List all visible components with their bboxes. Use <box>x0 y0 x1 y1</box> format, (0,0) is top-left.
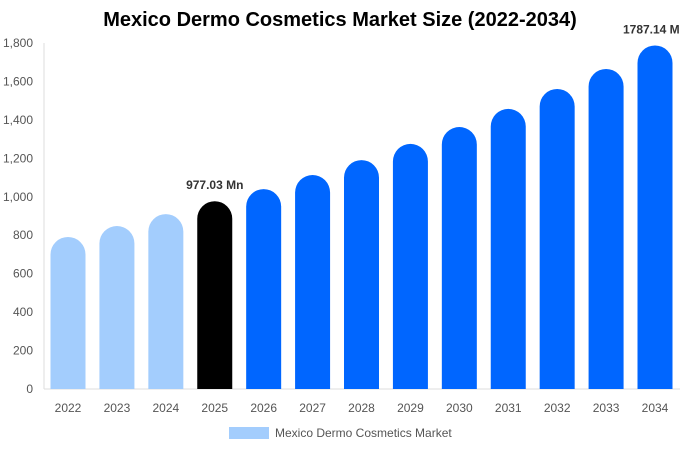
bar-2027 <box>295 175 331 389</box>
legend[interactable]: Mexico Dermo Cosmetics Market <box>229 426 452 440</box>
data-label-2025: 977.03 Mn <box>186 178 243 192</box>
legend-swatch <box>229 427 269 439</box>
y-tick-label: 1,800 <box>3 36 33 50</box>
x-tick-label: 2025 <box>201 401 228 415</box>
x-tick-label: 2028 <box>348 401 375 415</box>
y-tick-label: 1,400 <box>3 113 33 127</box>
y-tick-label: 0 <box>26 382 33 396</box>
data-label-2034: 1787.14 Mn <box>623 22 680 36</box>
x-tick-label: 2023 <box>104 401 131 415</box>
bar-2028 <box>344 160 379 389</box>
x-tick-label: 2029 <box>397 401 424 415</box>
y-tick-label: 600 <box>13 267 33 281</box>
y-tick-label: 200 <box>13 344 33 358</box>
legend-label: Mexico Dermo Cosmetics Market <box>275 426 452 440</box>
bar-2026 <box>246 189 282 389</box>
bar-2024 <box>148 214 184 389</box>
bar-2023 <box>99 225 135 389</box>
y-tick-label: 400 <box>13 305 33 319</box>
bar-2022 <box>50 236 86 389</box>
x-tick-label: 2033 <box>593 401 620 415</box>
x-tick-label: 2031 <box>495 401 522 415</box>
x-tick-label: 2026 <box>250 401 277 415</box>
x-tick-label: 2032 <box>544 401 571 415</box>
bar-2030 <box>441 127 477 389</box>
y-tick-label: 1,200 <box>3 151 33 165</box>
x-tick-label: 2027 <box>299 401 326 415</box>
bar-2029 <box>392 143 428 389</box>
bar-2033 <box>588 68 624 389</box>
chart-title: Mexico Dermo Cosmetics Market Size (2022… <box>103 9 577 31</box>
x-tick-label: 2034 <box>642 401 669 415</box>
x-tick-label: 2030 <box>446 401 473 415</box>
bar-2032 <box>539 88 575 390</box>
bar-2025 <box>197 201 233 389</box>
bar-2034 <box>637 45 673 389</box>
bar-2031 <box>490 108 526 390</box>
x-tick-label: 2024 <box>152 401 179 415</box>
y-tick-label: 1,000 <box>3 190 33 204</box>
x-tick-label: 2022 <box>55 401 82 415</box>
y-tick-label: 800 <box>13 228 33 242</box>
y-tick-label: 1,600 <box>3 74 33 88</box>
